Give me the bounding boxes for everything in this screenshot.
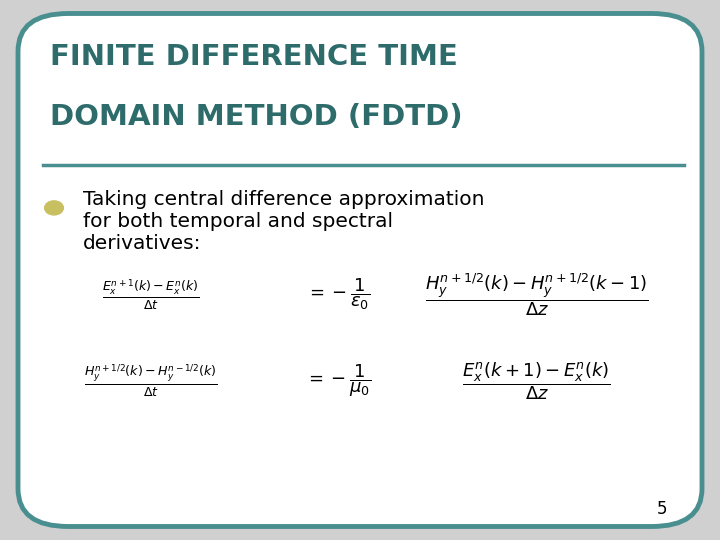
Text: $= -\dfrac{1}{\mu_0}$: $= -\dfrac{1}{\mu_0}$ bbox=[305, 362, 372, 399]
Text: FINITE DIFFERENCE TIME: FINITE DIFFERENCE TIME bbox=[50, 43, 458, 71]
Text: for both temporal and spectral: for both temporal and spectral bbox=[83, 212, 393, 231]
Circle shape bbox=[45, 201, 63, 215]
Text: Taking central difference approximation: Taking central difference approximation bbox=[83, 190, 485, 209]
Text: 5: 5 bbox=[657, 501, 667, 518]
Text: $\frac{H_y^{n+1/2}(k)-H_y^{n-1/2}(k)}{\Delta t}$: $\frac{H_y^{n+1/2}(k)-H_y^{n-1/2}(k)}{\D… bbox=[84, 362, 218, 399]
Text: $\dfrac{E_x^{n}(k+1)-E_x^{n}(k)}{\Delta z}$: $\dfrac{E_x^{n}(k+1)-E_x^{n}(k)}{\Delta … bbox=[462, 360, 611, 402]
Text: derivatives:: derivatives: bbox=[83, 234, 202, 253]
Text: $\dfrac{H_y^{n+1/2}(k)-H_y^{n+1/2}(k-1)}{\Delta z}$: $\dfrac{H_y^{n+1/2}(k)-H_y^{n+1/2}(k-1)}… bbox=[425, 271, 648, 318]
Text: $= -\dfrac{1}{\varepsilon_0}$: $= -\dfrac{1}{\varepsilon_0}$ bbox=[306, 276, 371, 312]
Text: $\frac{E_x^{n+1}(k)-E_x^{n}(k)}{\Delta t}$: $\frac{E_x^{n+1}(k)-E_x^{n}(k)}{\Delta t… bbox=[102, 277, 200, 312]
Text: DOMAIN METHOD (FDTD): DOMAIN METHOD (FDTD) bbox=[50, 103, 463, 131]
